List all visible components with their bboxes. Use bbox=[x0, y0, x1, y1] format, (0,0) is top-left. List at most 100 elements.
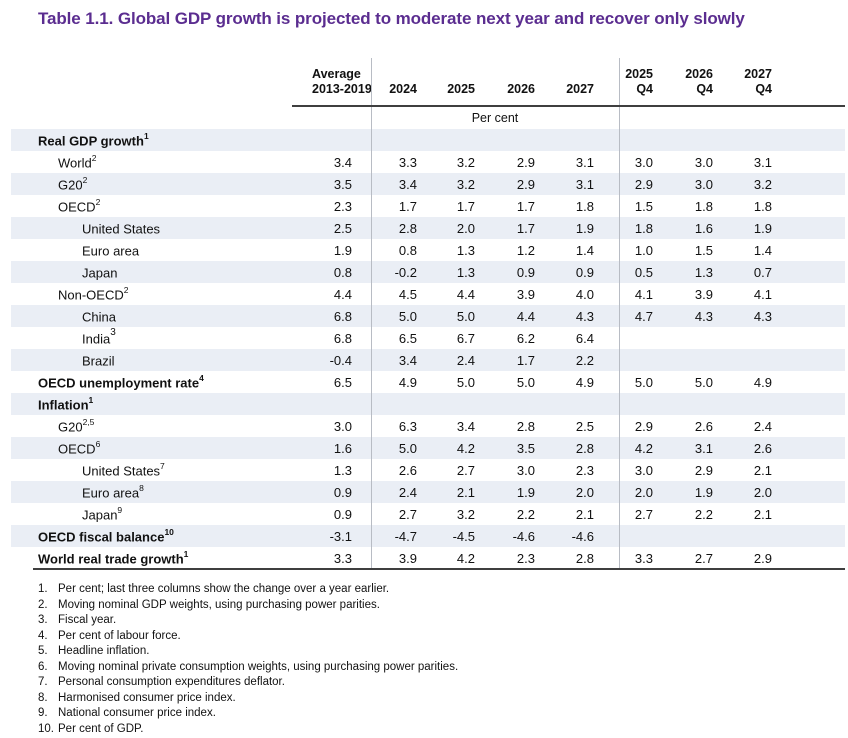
cell-2026-q4 bbox=[678, 349, 737, 371]
cell-2025: 2.4 bbox=[456, 352, 475, 368]
footnote-number: 3. bbox=[38, 614, 48, 626]
cell-2026-q4 bbox=[678, 393, 737, 415]
cell-2027-q4: 1.4 bbox=[753, 242, 772, 258]
table-row: Inflation1 bbox=[11, 393, 845, 415]
table-row: OECD6 1.6 5.0 4.2 3.5 2.8 4.2 3.1 2.6 bbox=[11, 437, 845, 459]
cell-2025: 3.2 bbox=[456, 176, 475, 192]
cell-2026-q4: 2.2 bbox=[694, 506, 713, 522]
cell-2026: 1.9 bbox=[516, 484, 535, 500]
footnote-number: 8. bbox=[38, 691, 48, 704]
col-header-2025: 2025 bbox=[447, 82, 475, 96]
col-header-2024: 2024 bbox=[389, 82, 417, 96]
cell-2026: 1.7 bbox=[516, 352, 535, 368]
cell-2026: 3.0 bbox=[516, 462, 535, 478]
table-row: Japan9 0.9 2.7 3.2 2.2 2.1 2.7 2.2 2.1 bbox=[11, 503, 845, 525]
cell-2027 bbox=[548, 393, 619, 415]
cell-average: 0.9 bbox=[333, 484, 352, 500]
footnote-marker: 4 bbox=[199, 372, 204, 383]
bottom-rule bbox=[33, 568, 845, 570]
cell-2025: 3.4 bbox=[456, 418, 475, 434]
col-header-2027-q4: 2027 Q4 bbox=[744, 67, 772, 96]
table-row: World2 3.4 3.3 3.2 2.9 3.1 3.0 3.0 3.1 bbox=[11, 151, 845, 173]
row-label: G202,5 bbox=[58, 416, 95, 435]
cell-2025-q4: 3.0 bbox=[634, 462, 653, 478]
col-header-2027: 2027 bbox=[566, 82, 594, 96]
cell-2025-q4 bbox=[619, 129, 678, 151]
cell-2025: 4.2 bbox=[456, 440, 475, 456]
table-row: OECD fiscal balance10 -3.1 -4.7 -4.5 -4.… bbox=[11, 525, 845, 547]
cell-2024: 2.8 bbox=[398, 220, 417, 236]
header-rule bbox=[292, 105, 845, 107]
table-row: Non-OECD2 4.4 4.5 4.4 3.9 4.0 4.1 3.9 4.… bbox=[11, 283, 845, 305]
cell-2026-q4: 1.8 bbox=[694, 198, 713, 214]
cell-2024: 3.3 bbox=[398, 154, 417, 170]
footnote-number: 6. bbox=[38, 660, 48, 673]
row-label-column-header bbox=[11, 58, 312, 106]
cell-average: -3.1 bbox=[329, 528, 352, 544]
footnote: 1. Per cent; last three columns show the… bbox=[38, 582, 828, 598]
table-row: Euro area8 0.9 2.4 2.1 1.9 2.0 2.0 1.9 2… bbox=[11, 481, 845, 503]
footnote-text: Fiscal year. bbox=[58, 614, 117, 626]
cell-2026: 2.9 bbox=[516, 176, 535, 192]
cell-2026: 2.9 bbox=[516, 154, 535, 170]
cell-2025-q4: 5.0 bbox=[634, 374, 653, 390]
table-row: Brazil -0.4 3.4 2.4 1.7 2.2 bbox=[11, 349, 845, 371]
footnote-text: Moving nominal GDP weights, using purcha… bbox=[58, 598, 380, 611]
cell-2024: 6.5 bbox=[398, 330, 417, 346]
footnote-number: 4. bbox=[38, 629, 48, 642]
cell-2026: -4.6 bbox=[512, 528, 535, 544]
footnote-marker: 1 bbox=[183, 548, 189, 559]
footnote: 2. Moving nominal GDP weights, using pur… bbox=[38, 598, 828, 614]
footnote-text: Personal consumption expenditures deflat… bbox=[58, 676, 285, 688]
footnote-number: 10. bbox=[38, 722, 54, 735]
cell-2026-q4: 4.3 bbox=[694, 308, 713, 324]
footnote-text: Per cent; last three columns show the ch… bbox=[58, 583, 390, 595]
cell-2026: 2.3 bbox=[516, 550, 535, 566]
row-label: Inflation1 bbox=[38, 394, 94, 413]
cell-2027-q4: 2.1 bbox=[753, 462, 772, 478]
cell-2025: 5.0 bbox=[456, 374, 475, 390]
table-row: G202 3.5 3.4 3.2 2.9 3.1 2.9 3.0 3.2 bbox=[11, 173, 845, 195]
cell-2027-q4: 4.9 bbox=[753, 374, 772, 390]
cell-2026-q4: 1.6 bbox=[694, 220, 713, 236]
cell-average: 0.9 bbox=[333, 506, 352, 522]
footnote-marker: 9 bbox=[117, 504, 123, 515]
table-header: Average 2013-2019 2024 2025 2026 2027 20… bbox=[11, 58, 845, 129]
footnote: 4. Per cent of labour force. bbox=[38, 629, 828, 645]
cell-2025-q4: 4.2 bbox=[634, 440, 653, 456]
data-table: Average 2013-2019 2024 2025 2026 2027 20… bbox=[11, 58, 845, 569]
cell-2027 bbox=[548, 129, 619, 151]
cell-2025-q4: 2.9 bbox=[634, 176, 653, 192]
cell-2027-q4: 0.7 bbox=[753, 264, 772, 280]
footnote-number: 2. bbox=[38, 598, 48, 611]
row-label: World2 bbox=[58, 152, 97, 171]
cell-average: 6.5 bbox=[333, 374, 352, 390]
cell-2026-q4 bbox=[678, 525, 737, 547]
cell-2027: 2.1 bbox=[575, 506, 594, 522]
cell-2025-q4 bbox=[619, 349, 678, 371]
cell-2027-q4 bbox=[737, 327, 845, 349]
cell-2025-q4: 2.0 bbox=[634, 484, 653, 500]
cell-2027: 4.3 bbox=[575, 308, 594, 324]
cell-2024: 1.7 bbox=[398, 198, 417, 214]
cell-average: 0.8 bbox=[333, 264, 352, 280]
cell-2027: 3.1 bbox=[575, 176, 594, 192]
row-label: United States7 bbox=[82, 460, 165, 479]
cell-2024 bbox=[371, 393, 430, 415]
cell-2027: 1.8 bbox=[575, 198, 594, 214]
cell-2027-q4: 1.9 bbox=[753, 220, 772, 236]
cell-average bbox=[312, 393, 371, 415]
cell-2024: -0.2 bbox=[394, 264, 417, 280]
col-header-2026: 2026 bbox=[507, 82, 535, 96]
cell-2024: 2.4 bbox=[398, 484, 417, 500]
row-label: Real GDP growth1 bbox=[38, 130, 149, 149]
cell-2027-q4 bbox=[737, 393, 845, 415]
cell-2026-q4: 3.9 bbox=[694, 286, 713, 302]
cell-2025-q4: 2.7 bbox=[634, 506, 653, 522]
cell-2027-q4 bbox=[737, 129, 845, 151]
row-label: Non-OECD2 bbox=[58, 284, 129, 303]
cell-2026: 3.5 bbox=[516, 440, 535, 456]
cell-2027: 2.8 bbox=[575, 550, 594, 566]
cell-2025-q4 bbox=[619, 393, 678, 415]
cell-2025-q4: 4.7 bbox=[634, 308, 653, 324]
